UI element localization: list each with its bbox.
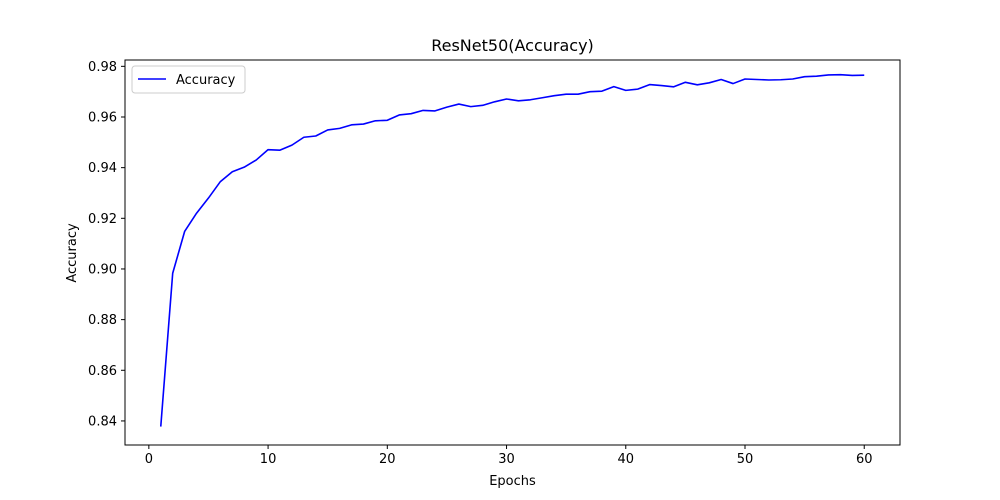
y-axis-ticks: 0.84 0.86 0.88 0.90 0.92 0.94 0.96 0.98: [88, 60, 125, 429]
accuracy-series-line: [159, 73, 865, 427]
y-axis-label: Accuracy: [65, 223, 80, 283]
x-tick-label: 0: [145, 452, 153, 467]
legend: Accuracy: [131, 65, 246, 94]
y-tick-label: 0.90: [88, 262, 117, 277]
y-tick-label: 0.94: [88, 161, 117, 176]
x-tick-label: 20: [379, 452, 396, 467]
y-tick-label: 0.96: [88, 110, 117, 125]
x-tick-label: 40: [617, 452, 634, 467]
x-tick-label: 30: [498, 452, 515, 467]
plot-area-frame: [124, 59, 901, 446]
x-tick-label: 50: [737, 452, 754, 467]
x-axis-ticks: 0 10 20 30 40 50 60: [145, 445, 873, 467]
y-tick-label: 0.84: [88, 414, 117, 429]
chart-title: ResNet50(Accuracy): [431, 36, 594, 55]
x-axis-label: Epochs: [489, 474, 536, 489]
y-tick-label: 0.98: [88, 60, 117, 75]
x-tick-label: 10: [260, 452, 277, 467]
y-tick-label: 0.92: [88, 212, 117, 227]
y-tick-label: 0.88: [88, 313, 117, 328]
legend-box: [131, 65, 246, 94]
legend-label: Accuracy: [176, 73, 236, 88]
x-tick-label: 60: [856, 452, 873, 467]
y-tick-label: 0.86: [88, 364, 117, 379]
